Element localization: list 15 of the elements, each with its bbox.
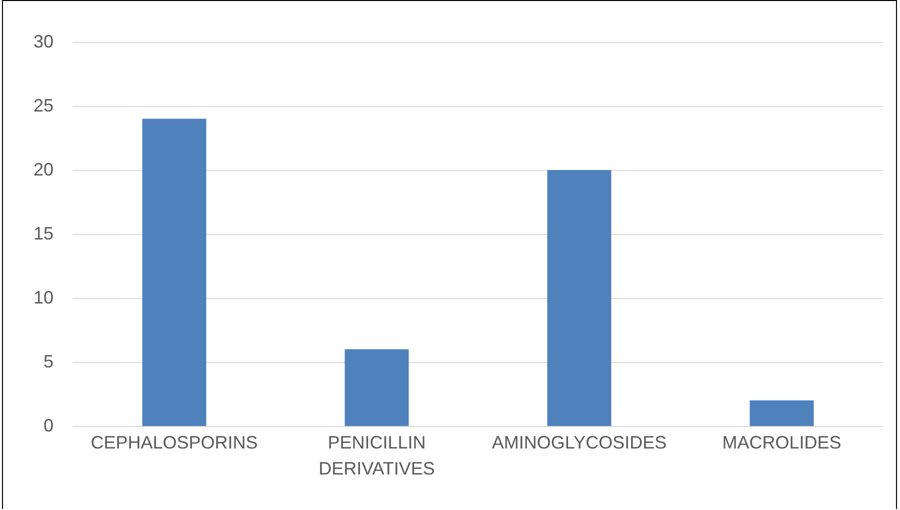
y-tick-label: 0 [43, 416, 54, 436]
y-tick-label: 10 [33, 288, 54, 308]
y-tick-label: 15 [33, 224, 54, 244]
bar [142, 118, 206, 426]
y-tick-label: 25 [33, 96, 54, 116]
x-tick-label: AMINOGLYCOSIDES [492, 432, 667, 452]
bar [344, 349, 409, 426]
x-tick-label: PENICILLIN DERIVATIVES [318, 432, 435, 478]
y-tick-label: 5 [43, 352, 54, 372]
x-tick-label: CEPHALOSPORINS [90, 432, 258, 452]
bar [750, 400, 814, 426]
y-tick-label: 20 [33, 160, 54, 180]
bar [547, 170, 612, 426]
y-tick-label: 30 [33, 32, 54, 52]
x-tick-label: MACROLIDES [722, 432, 842, 452]
